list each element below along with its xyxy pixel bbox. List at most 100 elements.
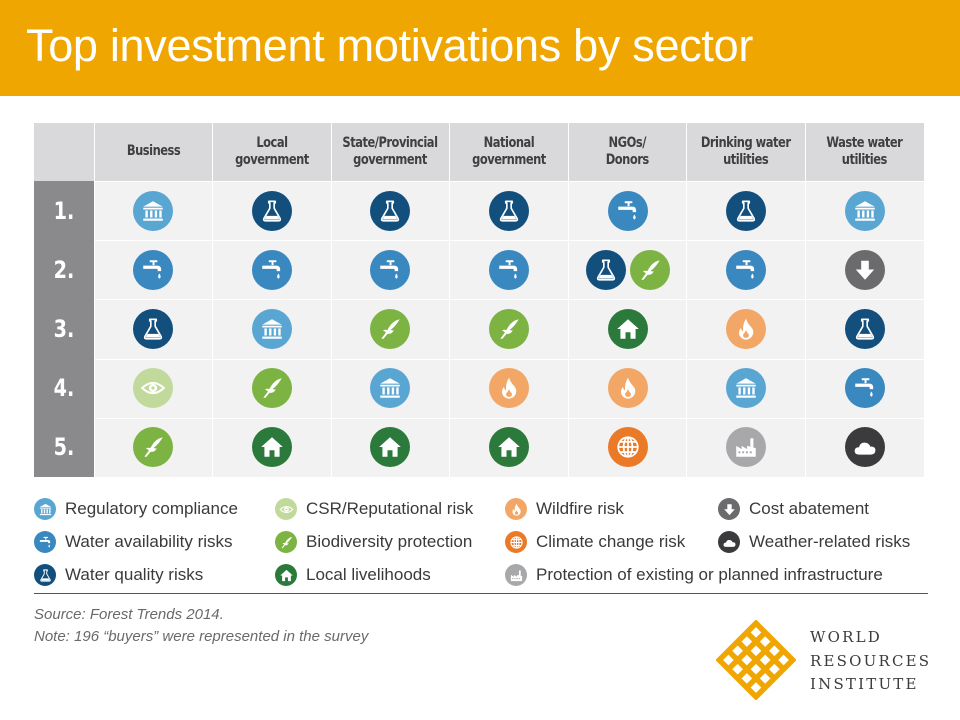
- legend-label: Cost abatement: [749, 499, 870, 518]
- flame-icon: [607, 368, 648, 409]
- flask-icon: [488, 190, 529, 231]
- grid-line: [94, 299, 924, 301]
- grid-line: [94, 358, 924, 360]
- legend-item: Cost abatement: [718, 498, 869, 520]
- motivation-matrix: Business Local government State/Provincial g…: [34, 123, 925, 478]
- flame-icon: [488, 368, 529, 409]
- legend-item: Local livelihoods: [275, 564, 431, 586]
- matrix-cell: [213, 359, 332, 418]
- faucet-icon: [133, 249, 174, 290]
- title-banner: Top investment motivations by sector: [0, 0, 960, 96]
- column-header: Local government: [212, 123, 332, 181]
- matrix-cell: [94, 418, 213, 477]
- matrix-cell: [94, 181, 213, 240]
- faucet-icon: [34, 531, 56, 553]
- institution-icon: [133, 190, 174, 231]
- grid-line: [94, 181, 924, 182]
- matrix-cell: [331, 359, 450, 418]
- bird-icon: [275, 531, 297, 553]
- faucet-icon: [488, 249, 529, 290]
- matrix-cell: [94, 240, 213, 299]
- matrix-cell: [805, 299, 924, 358]
- rank-label: 5.: [34, 417, 94, 477]
- source-text: Source: Forest Trends 2014.: [34, 606, 224, 623]
- institution-icon: [251, 308, 292, 349]
- institution-icon: [844, 190, 885, 231]
- matrix-cell: [450, 418, 569, 477]
- rank-label: 3.: [34, 299, 94, 359]
- matrix-cell: [213, 418, 332, 477]
- legend-item: Weather-related risks: [718, 531, 910, 553]
- matrix-cell: [687, 359, 806, 418]
- house-icon: [488, 427, 529, 468]
- matrix-cell: [450, 181, 569, 240]
- matrix-cell: [331, 418, 450, 477]
- rank-label: 1.: [34, 181, 94, 241]
- faucet-icon: [607, 190, 648, 231]
- logo-line: INSTITUTE: [810, 675, 919, 693]
- bird-icon: [251, 368, 292, 409]
- faucet-icon: [251, 249, 292, 290]
- matrix-cell: [568, 299, 687, 358]
- legend-label: Biodiversity protection: [306, 532, 473, 551]
- rank-label: 4.: [34, 358, 94, 418]
- column-header: Drinking water utilities: [686, 123, 806, 181]
- flask-icon: [844, 308, 885, 349]
- faucet-icon: [370, 249, 411, 290]
- flask-icon: [370, 190, 411, 231]
- legend-item: CSR/Reputational risk: [275, 498, 473, 520]
- institution-icon: [370, 368, 411, 409]
- flask-icon: [34, 564, 56, 586]
- legend-label: Wildfire risk: [536, 499, 624, 518]
- faucet-icon: [726, 249, 767, 290]
- matrix-cell: [450, 359, 569, 418]
- column-header: State/Provincial government: [331, 123, 450, 181]
- matrix-cell: [331, 240, 450, 299]
- column-header: Business: [94, 123, 213, 181]
- legend-label: CSR/Reputational risk: [306, 499, 474, 518]
- legend-item: Climate change risk: [505, 531, 685, 553]
- bird-icon: [629, 249, 670, 290]
- legend-item: Protection of existing or planned infras…: [505, 564, 883, 586]
- legend: Regulatory compliance CSR/Reputational ri…: [34, 498, 924, 594]
- down-arrow-icon: [844, 249, 885, 290]
- globe-icon: [505, 531, 527, 553]
- matrix-corner: [34, 123, 94, 181]
- matrix-cell: [568, 359, 687, 418]
- eye-icon: [133, 368, 174, 409]
- grid-line: [923, 123, 925, 477]
- faucet-icon: [844, 368, 885, 409]
- flame-icon: [726, 308, 767, 349]
- matrix-cell: [805, 418, 924, 477]
- factory-icon: [726, 427, 767, 468]
- rank-label: 2.: [34, 240, 94, 300]
- matrix-cell: [331, 181, 450, 240]
- column-header: NGOs/Donors: [568, 123, 687, 181]
- matrix-cell: [805, 240, 924, 299]
- house-icon: [607, 308, 648, 349]
- legend-label: Weather-related risks: [749, 532, 911, 551]
- logo-line: WORLD: [810, 628, 882, 646]
- matrix-cell: [687, 299, 806, 358]
- matrix-cell: [450, 299, 569, 358]
- matrix-cell: [450, 240, 569, 299]
- globe-icon: [607, 427, 648, 468]
- flame-icon: [505, 498, 527, 520]
- matrix-cell: [687, 418, 806, 477]
- down-arrow-icon: [718, 498, 740, 520]
- wri-logo-text: WORLD RESOURCES INSTITUTE: [810, 626, 931, 697]
- legend-item: Water availability risks: [34, 531, 233, 553]
- source-note: Source: Forest Trends 2014. Note: 196 “b…: [34, 604, 368, 648]
- house-icon: [370, 427, 411, 468]
- grid-line: [94, 417, 924, 419]
- matrix-cell: [805, 181, 924, 240]
- matrix-cell: [213, 181, 332, 240]
- cloud-icon: [718, 531, 740, 553]
- matrix-cell: [568, 418, 687, 477]
- legend-item: Regulatory compliance: [34, 498, 238, 520]
- matrix-cell: [687, 240, 806, 299]
- flask-icon: [726, 190, 767, 231]
- matrix-cell: [331, 299, 450, 358]
- matrix-cell: [213, 240, 332, 299]
- flask-icon: [133, 308, 174, 349]
